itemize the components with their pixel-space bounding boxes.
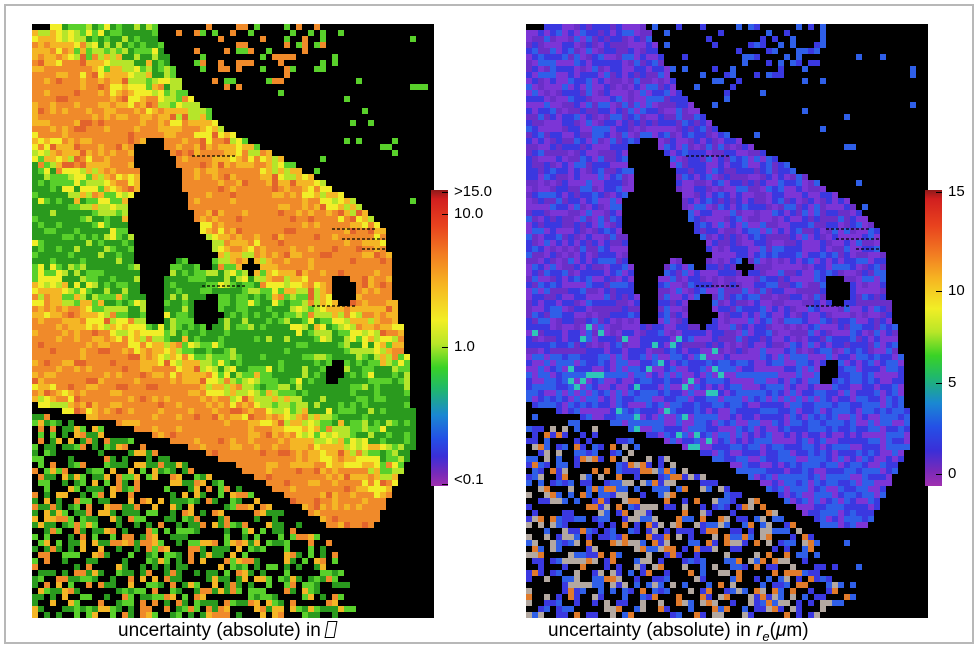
right-caption-unit: m) [786, 620, 809, 641]
left-colorbar-label-max: >15.0 [454, 183, 492, 200]
left-colorbar [431, 190, 448, 486]
right-colorbar-label-5: 5 [948, 374, 957, 391]
right-image-canvas [526, 24, 916, 618]
right-colorbar-tick [936, 474, 942, 475]
left-colorbar-tick [442, 347, 448, 348]
right-caption-text: uncertainty (absolute) in [548, 620, 757, 641]
left-image-canvas [32, 24, 428, 618]
right-colorbar-tick [936, 291, 942, 292]
left-caption: uncertainty (absolute) in [118, 620, 338, 642]
tofu-box-icon [324, 621, 338, 638]
right-colorbar-label-15: 15 [948, 183, 965, 200]
left-colorbar-tick [442, 192, 448, 193]
right-colorbar-label-0: 0 [948, 465, 957, 482]
left-caption-text: uncertainty (absolute) in [118, 620, 321, 641]
figure-frame: >15.0 10.0 1.0 <0.1 15 10 5 0 uncertaint… [4, 4, 974, 644]
left-colorbar-tick [442, 484, 448, 485]
left-colorbar-label-10: 10.0 [454, 205, 484, 222]
left-colorbar-label-min: <0.1 [454, 471, 484, 488]
right-colorbar-label-10: 10 [948, 282, 965, 299]
left-uncertainty-image [32, 24, 434, 618]
left-colorbar-tick [442, 214, 448, 215]
right-caption-subscript: e [762, 628, 770, 644]
right-uncertainty-image [526, 24, 928, 618]
left-colorbar-label-1: 1.0 [454, 338, 475, 355]
right-colorbar-tick [936, 383, 942, 384]
right-colorbar-tick [936, 192, 942, 193]
right-caption-mu: μ [775, 620, 787, 641]
right-caption-variable: r [756, 620, 763, 641]
right-caption: uncertainty (absolute) in re(μm) [548, 620, 809, 648]
right-caption-paren: ( [769, 620, 776, 641]
right-colorbar [925, 190, 942, 486]
